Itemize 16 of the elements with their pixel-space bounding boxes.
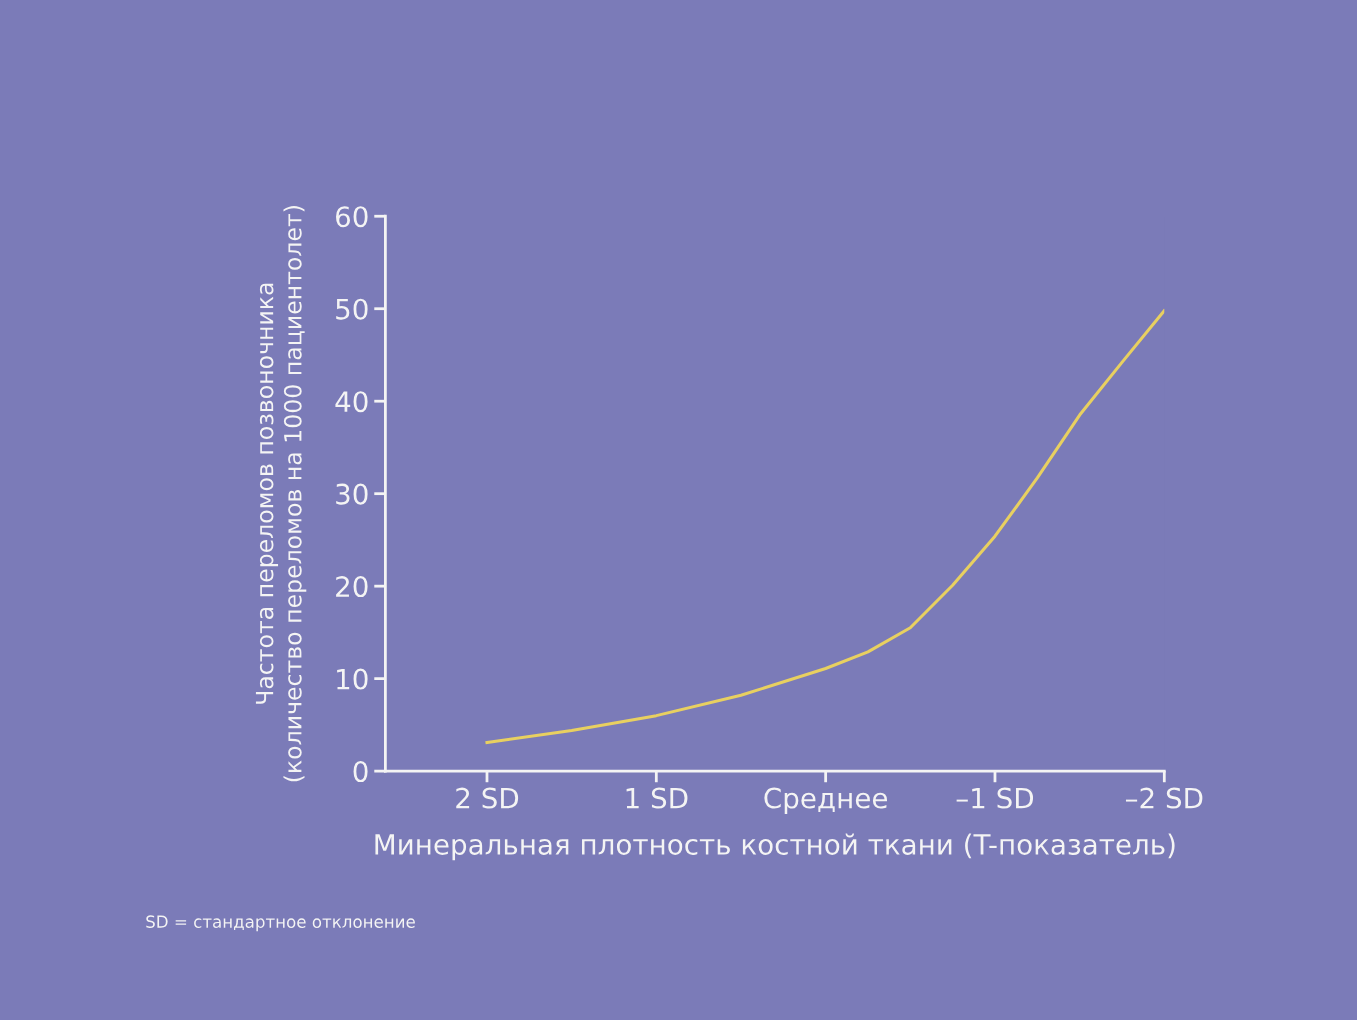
y-tick-label: 20 (336, 576, 368, 598)
x-tick-label: –2 SD (1125, 787, 1203, 809)
x-tick-label: –1 SD (956, 787, 1034, 809)
y-tick-label: 50 (336, 298, 368, 320)
x-axis-title: Минеральная плотность костной ткани (T-показатель) (375, 833, 1175, 861)
y-tick-label: 0 (353, 761, 368, 783)
y-axis-title: Частота переломов позвоночника (количество переломов на 1000 пациентолет) (255, 206, 307, 782)
x-tick-label: 1 SD (626, 787, 688, 809)
x-tick-label: 2 SD (456, 787, 519, 809)
y-tick-label: 40 (335, 391, 368, 413)
text: SD = стандартное отклонение (146, 915, 415, 932)
x-tick-label: Среднее (764, 787, 887, 814)
y-tick-label: 60 (336, 206, 368, 228)
y-tick-label: 30 (336, 483, 368, 505)
line-series (485, 309, 1165, 744)
y-tick-label: 10 (337, 668, 368, 690)
